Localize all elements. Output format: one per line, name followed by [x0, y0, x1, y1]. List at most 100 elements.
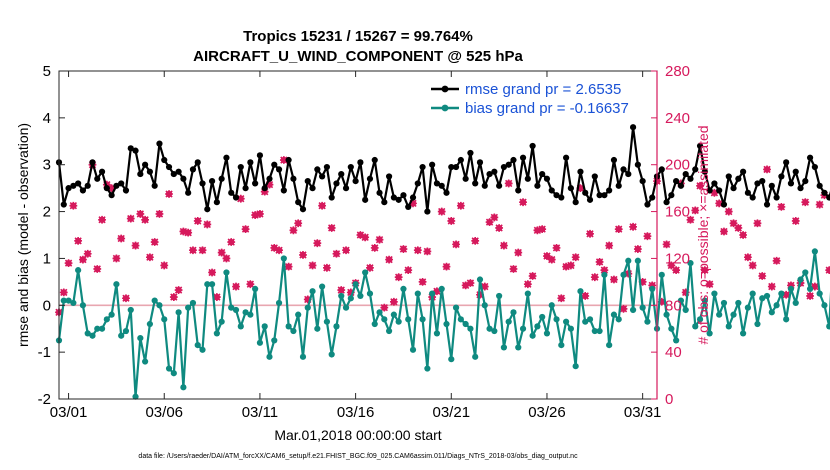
obs-assimilated-point [686, 215, 695, 224]
obs-assimilated-point [605, 241, 614, 250]
obs-assimilated-point [672, 266, 681, 275]
obs-assimilated-point [437, 207, 446, 216]
rmse-point [797, 185, 804, 192]
rmse-point [319, 173, 326, 180]
obs-assimilated-point [342, 246, 350, 255]
obs-assimilated-point [327, 224, 336, 232]
obs-assimilated-point [399, 245, 408, 253]
obs-assimilated-point [275, 246, 283, 255]
bias-point [505, 318, 512, 325]
rmse-point [706, 187, 713, 194]
bias-point [682, 306, 689, 314]
bias-point [409, 346, 417, 353]
bias-point [338, 292, 345, 300]
rmse-point [735, 175, 742, 182]
bias-point [122, 327, 130, 335]
obs-assimilated-point [600, 266, 609, 275]
rmse-point [390, 194, 397, 201]
obs-assimilated-point [366, 263, 374, 272]
bias-point [438, 285, 445, 292]
bias-point [773, 302, 780, 309]
rmse-point [553, 192, 560, 199]
obs-assimilated-point [98, 215, 106, 224]
rmse-point [663, 199, 670, 206]
rmse-point [342, 185, 350, 192]
obs-assimilated-point [122, 294, 130, 303]
bias-point [213, 330, 220, 337]
rmse-point [60, 201, 67, 208]
bias-point [553, 316, 560, 323]
obs-assimilated-point [782, 290, 791, 299]
bias-point [701, 297, 708, 304]
bias-point [563, 318, 570, 325]
y-tick-label: 2 [43, 204, 51, 221]
bias-point [142, 358, 149, 365]
rmse-point [481, 182, 488, 189]
rmse-point [601, 192, 608, 199]
bias-point [668, 325, 675, 332]
obs-assimilated-point [394, 273, 403, 282]
rmse-point [347, 163, 354, 171]
rmse-point [572, 199, 579, 206]
obs-assimilated-point [806, 292, 814, 300]
bias-point [821, 302, 828, 309]
bias-point [792, 299, 799, 307]
obs-assimilated-point [260, 187, 269, 196]
obs-assimilated-point [562, 262, 571, 271]
bias-point [496, 292, 503, 300]
rmse-point [113, 182, 120, 189]
rmse-point [275, 166, 283, 173]
bias-point [768, 309, 775, 316]
bias-point [228, 304, 235, 311]
obs-assimilated-point [480, 282, 489, 291]
obs-assimilated-point [624, 269, 633, 278]
obs-assimilated-point [586, 229, 594, 238]
rmse-point [519, 154, 527, 161]
obs-assimilated-point [528, 272, 537, 280]
bias-point [433, 330, 441, 337]
obs-assimilated-point [705, 280, 714, 289]
y2-tick-label: 200 [665, 157, 690, 174]
bias-point [208, 281, 216, 288]
rmse-point [299, 206, 307, 213]
bias-point [610, 311, 618, 318]
obs-assimilated-point [734, 224, 743, 232]
bias-point [596, 327, 603, 335]
rmse-point [701, 168, 708, 175]
obs-assimilated-point [825, 266, 830, 275]
obs-assimilated-point [452, 240, 460, 249]
obs-assimilated-point [131, 241, 140, 250]
obs-assimilated-point [547, 255, 556, 264]
bias-point [524, 290, 531, 297]
rmse-point [668, 192, 675, 199]
bias-point [323, 318, 331, 325]
rmse-point [677, 182, 685, 189]
rmse-point [615, 182, 622, 189]
rmse-point [486, 170, 493, 178]
rmse-point [438, 182, 445, 189]
y2-tick-label: 160 [665, 204, 690, 221]
bias-point [165, 365, 173, 372]
obs-assimilated-point [313, 239, 322, 248]
rmse-point [673, 178, 680, 185]
bias-point [797, 276, 804, 283]
obs-assimilated-point [763, 165, 771, 174]
bias-point [223, 269, 230, 276]
obs-assimilated-point [208, 268, 216, 277]
rmse-point [237, 163, 244, 171]
bias-point [486, 325, 493, 332]
rmse-point [610, 156, 618, 164]
obs-assimilated-point [212, 293, 221, 301]
bias-point [156, 302, 163, 309]
rmse-point [763, 201, 771, 208]
bias-point [567, 325, 574, 332]
obs-assimilated-point [619, 304, 628, 313]
bias-point [448, 356, 455, 363]
bias-point [476, 276, 484, 283]
y-tick-label: 0 [43, 297, 51, 314]
rmse-point [476, 159, 484, 166]
obs-assimilated-point [59, 288, 68, 297]
obs-assimilated-point [700, 266, 709, 275]
rmse-point [108, 192, 115, 199]
bias-point [414, 290, 421, 297]
